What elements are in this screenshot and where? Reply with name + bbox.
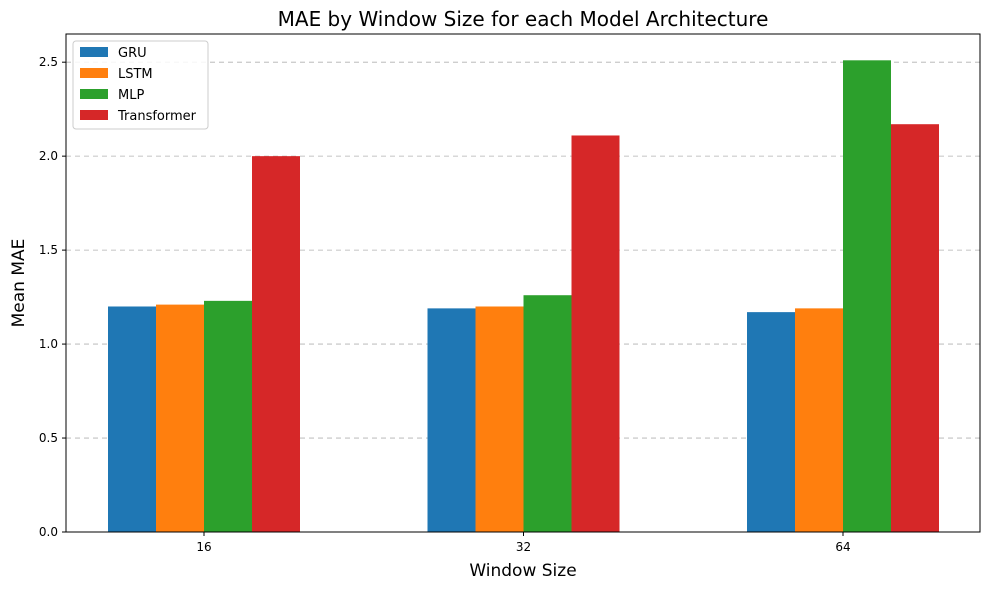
x-tick-label: 32 bbox=[516, 540, 531, 554]
bar-gru-16 bbox=[108, 306, 156, 532]
x-axis-label: Window Size bbox=[469, 561, 576, 581]
y-tick-label: 2.5 bbox=[39, 55, 58, 69]
bar-mlp-32 bbox=[523, 295, 572, 532]
legend-swatch-transformer bbox=[80, 110, 108, 120]
bar-transformer-32 bbox=[571, 135, 620, 532]
legend-label-gru: GRU bbox=[118, 46, 147, 61]
chart-title: MAE by Window Size for each Model Archit… bbox=[278, 7, 769, 31]
bar-lstm-16 bbox=[156, 304, 204, 532]
y-tick-label: 1.0 bbox=[39, 337, 58, 351]
bar-lstm-32 bbox=[475, 306, 524, 532]
bar-mlp-16 bbox=[204, 300, 252, 532]
x-tick-label: 16 bbox=[196, 540, 211, 554]
y-axis-ticks: 0.0 0.5 1.0 1.5 2.0 2.5 bbox=[39, 55, 66, 539]
legend-swatch-gru bbox=[80, 47, 108, 57]
y-tick-label: 2.0 bbox=[39, 149, 58, 163]
x-tick-label: 64 bbox=[835, 540, 850, 554]
bar-mlp-64 bbox=[843, 60, 891, 532]
legend-label-transformer: Transformer bbox=[117, 109, 197, 124]
bars-group bbox=[108, 60, 939, 533]
legend-frame bbox=[72, 40, 209, 130]
legend-swatch-lstm bbox=[80, 68, 108, 78]
y-tick-label: 0.5 bbox=[39, 431, 58, 445]
y-axis-label: Mean MAE bbox=[9, 239, 29, 328]
legend-label-mlp: MLP bbox=[118, 88, 144, 103]
y-tick-label: 1.5 bbox=[39, 243, 58, 257]
y-tick-label: 0.0 bbox=[39, 525, 58, 539]
legend-swatch-mlp bbox=[80, 89, 108, 99]
bar-transformer-16 bbox=[252, 156, 300, 532]
bar-gru-64 bbox=[747, 312, 795, 532]
legend: GRU LSTM MLP Transformer bbox=[72, 40, 209, 130]
bar-lstm-64 bbox=[795, 308, 843, 532]
bar-transformer-64 bbox=[891, 124, 939, 533]
bar-gru-32 bbox=[427, 308, 476, 532]
x-axis-ticks: 16 32 64 bbox=[196, 532, 851, 554]
legend-label-lstm: LSTM bbox=[118, 67, 153, 82]
